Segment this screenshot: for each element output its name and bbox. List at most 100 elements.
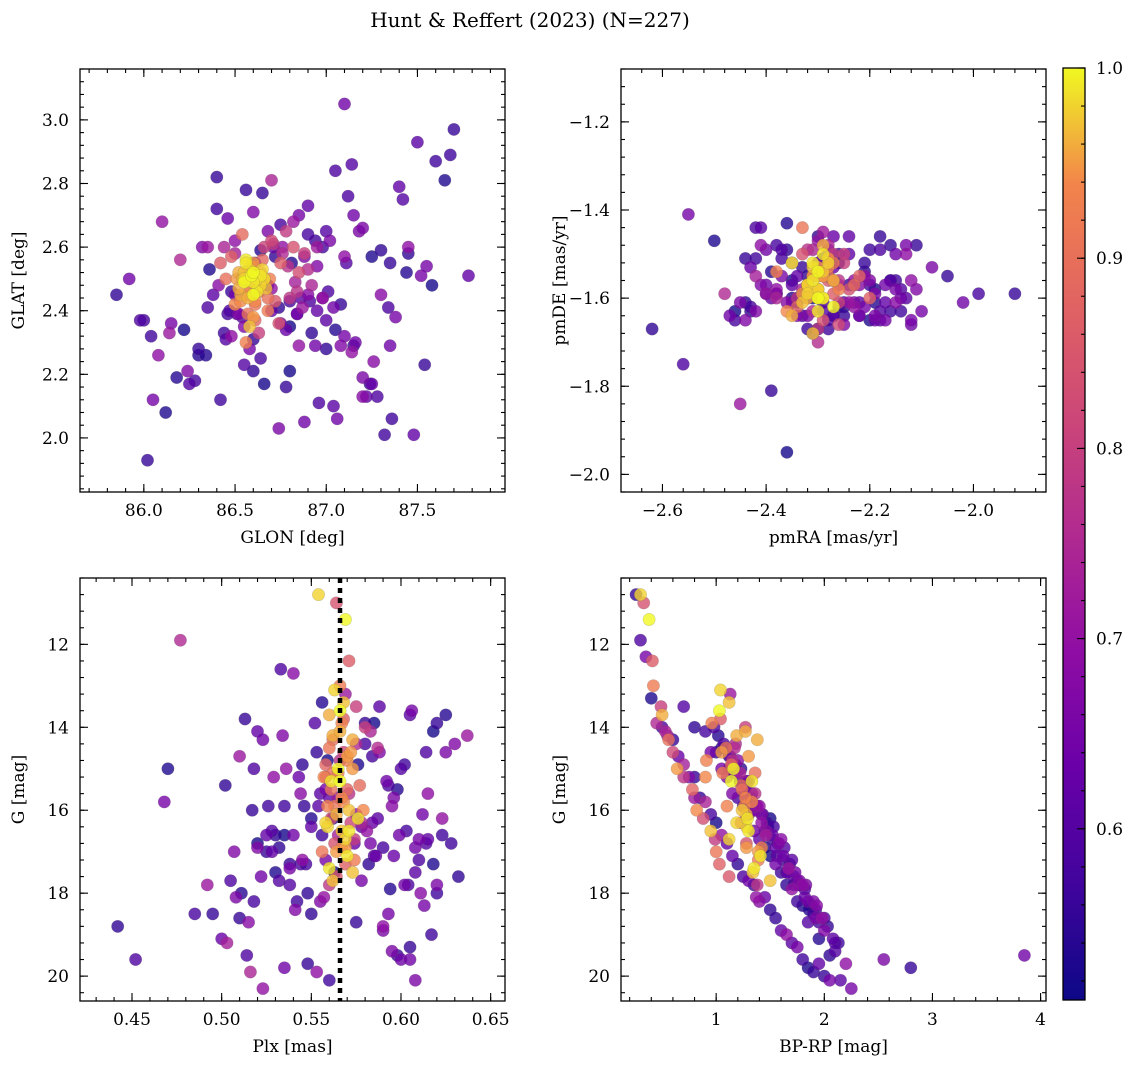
data-point (301, 227, 315, 241)
data-point (203, 262, 217, 276)
data-point (345, 345, 359, 359)
data-point (863, 291, 877, 305)
data-point (330, 412, 344, 426)
data-point (292, 770, 306, 784)
x-tick-label: −2.2 (849, 501, 890, 521)
data-point (242, 915, 256, 929)
x-tick-label: −2.6 (642, 501, 683, 521)
data-point (316, 291, 330, 305)
data-point (776, 849, 790, 863)
data-point (425, 278, 439, 292)
data-point (754, 221, 768, 235)
data-point (319, 342, 333, 356)
data-point (233, 749, 247, 763)
data-point (296, 0, 308, 6)
data-point (842, 229, 856, 243)
data-point (811, 265, 825, 279)
data-point (349, 700, 363, 714)
y-tick-label: 2.0 (42, 429, 69, 449)
data-point (381, 300, 395, 314)
data-point (645, 654, 659, 668)
data-point (699, 753, 713, 767)
data-point (295, 300, 309, 314)
data-point (832, 318, 846, 332)
data-point (408, 973, 422, 987)
data-point (279, 224, 293, 238)
y-tick-label: 2.8 (42, 174, 69, 194)
data-point (245, 803, 259, 817)
data-point (816, 247, 830, 261)
data-point (418, 358, 432, 372)
data-point (322, 741, 336, 755)
data-point (261, 799, 275, 813)
data-point (1008, 287, 1022, 301)
data-point (724, 774, 738, 788)
data-point (687, 720, 701, 734)
y-tick-label: 14 (588, 718, 610, 738)
data-point (310, 304, 324, 318)
data-point (753, 849, 767, 863)
data-point (170, 370, 184, 384)
data-point (925, 260, 939, 274)
data-point (221, 212, 235, 226)
data-point (220, 936, 234, 950)
data-point (277, 799, 291, 813)
x-tick-label: 0.60 (382, 1010, 420, 1030)
data-point (206, 907, 220, 921)
data-point (940, 269, 954, 283)
data-point (670, 762, 684, 776)
data-point (342, 824, 356, 838)
data-point (283, 291, 297, 305)
data-point (763, 874, 777, 888)
data-point (173, 633, 187, 647)
data-point (322, 973, 336, 987)
x-tick-label: −2.4 (745, 501, 786, 521)
data-point (705, 716, 719, 730)
figure-title: Hunt & Reffert (2023) (N=227) (370, 8, 690, 32)
axes-frame (79, 577, 506, 1002)
data-point (873, 229, 887, 243)
data-point (257, 377, 271, 391)
data-point (642, 612, 656, 626)
data-point (810, 899, 824, 913)
data-point (790, 940, 804, 954)
data-point (725, 849, 739, 863)
data-point (764, 384, 778, 398)
data-point (288, 903, 302, 917)
data-point (129, 952, 143, 966)
data-point (272, 316, 286, 330)
data-point (235, 227, 249, 241)
x-tick-label: 3 (927, 1010, 938, 1030)
scatter-points (645, 207, 1022, 459)
parallax-magnitude-panel: 0.45 0.50 0.55 0.60 0.65 12 14 16 18 20 Plx [mas] G… (9, 577, 510, 1057)
data-point (315, 695, 329, 709)
data-point (739, 841, 753, 855)
y-tick-label: −1.8 (569, 377, 610, 397)
data-point (747, 861, 761, 875)
data-point (372, 700, 386, 714)
data-point (326, 300, 340, 314)
x-tick-label: 87.0 (307, 501, 345, 521)
data-point (279, 762, 293, 776)
data-point (414, 886, 428, 900)
y-tick-label: 18 (588, 884, 610, 904)
y-tick-label: −1.6 (569, 289, 610, 309)
data-point (217, 240, 231, 254)
data-point (392, 180, 406, 194)
data-point (279, 380, 293, 394)
data-point (206, 288, 220, 302)
data-point (915, 304, 929, 318)
data-point (264, 234, 278, 248)
y-axis-label: GLAT [deg] (9, 231, 29, 329)
data-point (685, 782, 699, 796)
data-point (677, 700, 691, 714)
data-point (419, 745, 433, 759)
data-point (276, 729, 290, 743)
data-point (218, 778, 232, 792)
data-point (305, 278, 319, 292)
data-point (346, 733, 360, 747)
data-point (681, 207, 695, 221)
y-tick-label: 3.0 (42, 111, 69, 131)
data-point (443, 148, 457, 162)
